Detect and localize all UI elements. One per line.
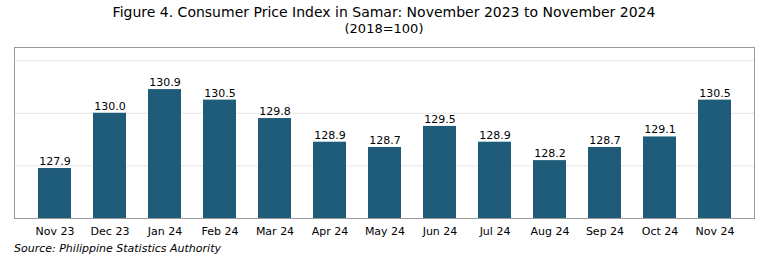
svg-text:Nov 24: Nov 24	[696, 225, 735, 238]
svg-text:Jul 24: Jul 24	[479, 225, 511, 238]
svg-text:Nov 23: Nov 23	[36, 225, 75, 238]
svg-text:128.9: 128.9	[314, 129, 346, 142]
svg-text:128.7: 128.7	[589, 134, 621, 147]
svg-text:Feb 24: Feb 24	[202, 225, 239, 238]
svg-text:128.2: 128.2	[534, 147, 566, 160]
svg-text:129.8: 129.8	[259, 105, 291, 118]
svg-text:Sep 24: Sep 24	[586, 225, 624, 238]
svg-text:Dec 23: Dec 23	[91, 225, 130, 238]
svg-text:129.1: 129.1	[644, 123, 676, 136]
html-text:(2018=100): (2018=100)	[344, 21, 424, 36]
svg-text:Aug 24: Aug 24	[531, 225, 570, 238]
svg-text:Apr 24: Apr 24	[312, 225, 349, 238]
svg-text:130.0: 130.0	[94, 100, 126, 113]
svg-text:127.9: 127.9	[39, 155, 71, 168]
svg-text:129.5: 129.5	[424, 113, 456, 126]
svg-text:May 24: May 24	[365, 225, 405, 238]
svg-text:Jun 24: Jun 24	[422, 225, 458, 238]
html-text:Figure 4. Consumer Price Index: Figure 4. Consumer Price Index in Samar:…	[112, 4, 656, 20]
svg-text:130.5: 130.5	[699, 87, 731, 100]
svg-text:130.5: 130.5	[204, 87, 236, 100]
html-text:Source: Philippine Statistics: Source: Philippine Statistics Authority	[14, 242, 221, 255]
svg-text:Oct 24: Oct 24	[642, 225, 679, 238]
svg-text:130.9: 130.9	[149, 76, 181, 89]
svg-text:Mar 24: Mar 24	[256, 225, 294, 238]
svg-text:128.7: 128.7	[369, 134, 401, 147]
svg-text:128.9: 128.9	[479, 129, 511, 142]
svg-text:Jan 24: Jan 24	[147, 225, 182, 238]
